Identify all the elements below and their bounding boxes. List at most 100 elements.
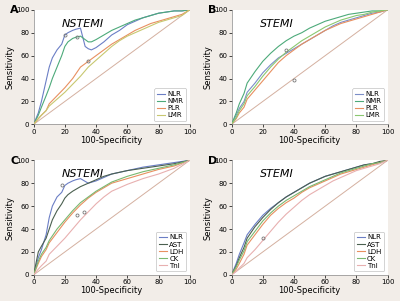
TnI <box>47 253 52 256</box>
NLR <box>315 33 320 37</box>
LDH <box>346 170 351 174</box>
PLR <box>385 8 390 11</box>
LDH <box>36 262 41 265</box>
AST <box>140 166 145 170</box>
NLR <box>346 18 351 22</box>
Line: NLR: NLR <box>34 160 190 275</box>
NMR <box>331 17 336 21</box>
NMR <box>323 20 328 23</box>
NLR <box>44 79 48 83</box>
CK <box>346 169 351 172</box>
LMR <box>378 9 382 13</box>
NMR <box>140 16 145 20</box>
NLR <box>31 123 36 126</box>
NLR <box>370 11 374 15</box>
NLR <box>44 233 48 237</box>
Y-axis label: Sensitivity: Sensitivity <box>6 196 14 240</box>
LDH <box>370 163 374 167</box>
TnI <box>44 259 48 263</box>
TnI <box>346 172 351 176</box>
CK <box>94 189 98 193</box>
AST <box>284 195 288 199</box>
PLR <box>55 94 60 98</box>
NLR <box>125 23 130 26</box>
NLR <box>140 165 145 169</box>
Line: AST: AST <box>232 160 388 275</box>
PLR <box>31 123 36 126</box>
LMR <box>346 16 351 20</box>
TnI <box>260 239 265 242</box>
NMR <box>268 51 273 55</box>
AST <box>234 264 239 268</box>
NMR <box>44 94 48 98</box>
NLR <box>102 40 106 44</box>
NLR <box>307 182 312 185</box>
NLR <box>385 158 390 162</box>
NMR <box>73 36 78 39</box>
CK <box>268 211 273 215</box>
TnI <box>323 184 328 187</box>
NMR <box>94 38 98 41</box>
NLR <box>78 26 83 30</box>
LMR <box>187 8 192 11</box>
AST <box>59 202 64 206</box>
TnI <box>252 248 257 251</box>
NMR <box>237 102 242 106</box>
LDH <box>378 161 382 164</box>
AST <box>268 208 273 211</box>
NLR <box>36 111 41 115</box>
LMR <box>354 14 359 17</box>
CK <box>292 194 296 198</box>
LMR <box>284 50 288 54</box>
NLR <box>292 191 296 194</box>
LMR <box>156 20 161 24</box>
NLR <box>362 14 367 17</box>
TnI <box>307 193 312 197</box>
AST <box>125 169 130 172</box>
TnI <box>237 266 242 270</box>
AST <box>39 244 44 248</box>
PLR <box>242 105 246 109</box>
Line: PLR: PLR <box>34 10 190 124</box>
PLR <box>237 111 242 115</box>
CK <box>284 199 288 202</box>
NMR <box>276 45 281 48</box>
LDH <box>362 165 367 169</box>
PLR <box>229 123 234 126</box>
LMR <box>125 34 130 38</box>
Y-axis label: Sensitivity: Sensitivity <box>6 45 14 89</box>
LMR <box>234 116 239 119</box>
Line: AST: AST <box>34 160 190 275</box>
LDH <box>109 182 114 185</box>
CK <box>331 175 336 178</box>
LDH <box>102 186 106 190</box>
LMR <box>86 65 91 69</box>
NLR <box>164 10 169 14</box>
TnI <box>315 188 320 192</box>
TnI <box>36 267 41 271</box>
NMR <box>47 86 52 89</box>
PLR <box>260 79 265 83</box>
LDH <box>292 196 296 200</box>
LMR <box>268 65 273 69</box>
TnI <box>187 158 192 162</box>
CK <box>44 246 48 249</box>
NMR <box>133 18 138 22</box>
AST <box>156 164 161 168</box>
LMR <box>133 31 138 35</box>
PLR <box>133 29 138 32</box>
LDH <box>125 177 130 180</box>
LMR <box>44 109 48 113</box>
CK <box>260 219 265 223</box>
CK <box>187 158 192 162</box>
LDH <box>140 172 145 176</box>
TnI <box>268 230 273 233</box>
AST <box>78 185 83 188</box>
LDH <box>94 191 98 194</box>
Text: NSTEMI: NSTEMI <box>62 169 104 179</box>
LMR <box>331 22 336 25</box>
TnI <box>172 166 176 170</box>
PLR <box>39 113 44 117</box>
PLR <box>307 38 312 41</box>
NLR <box>284 51 288 55</box>
